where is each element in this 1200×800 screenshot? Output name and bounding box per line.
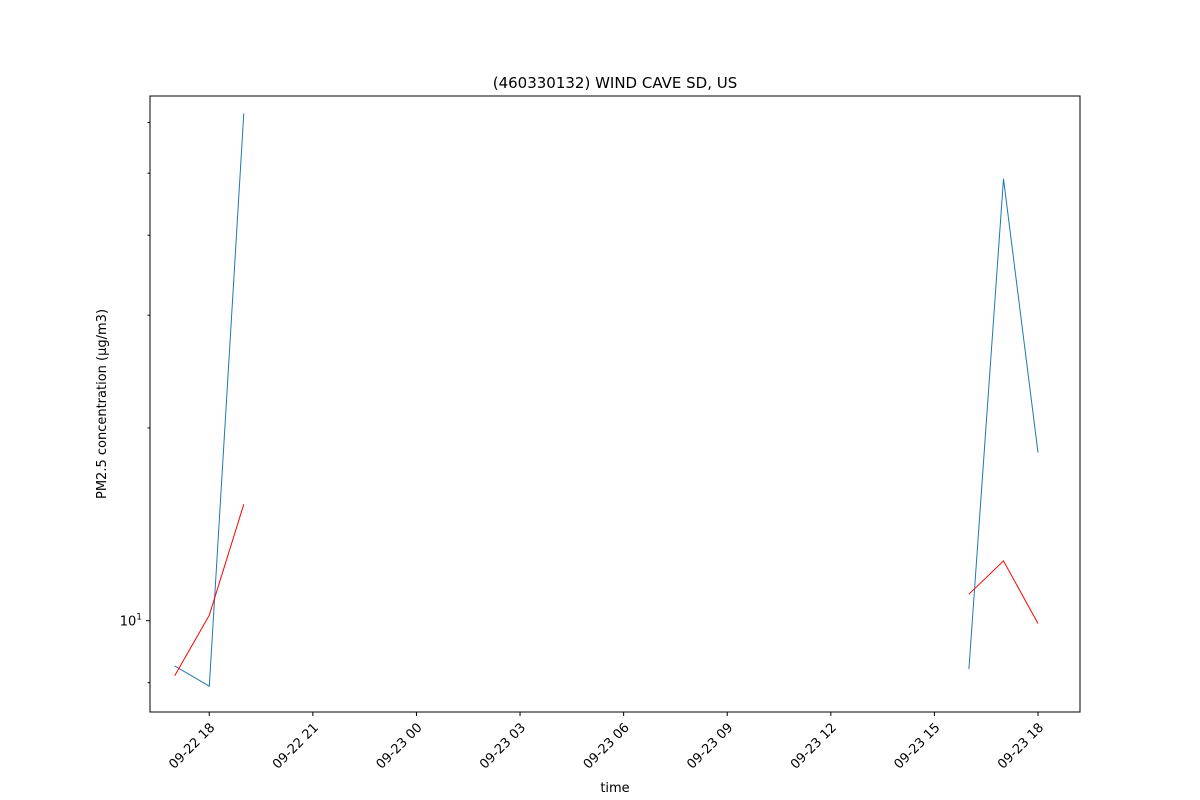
y-axis-label: PM2.5 concentration (µg/m3) [95, 309, 110, 499]
y-axis: 101 [120, 121, 150, 684]
series-1-segment-0 [174, 504, 245, 677]
x-tick-label: 09-23 18 [995, 720, 1047, 772]
series-0-segment-0 [174, 113, 245, 688]
chart-title: (460330132) WIND CAVE SD, US [493, 74, 738, 92]
x-tick-label: 09-23 09 [684, 720, 736, 772]
y-tick-label: 101 [120, 613, 142, 630]
plot-frame [149, 95, 1081, 713]
series-1-segment-1 [968, 560, 1039, 624]
x-tick-label: 09-23 06 [581, 720, 633, 772]
x-tick-label: 09-22 18 [166, 720, 218, 772]
x-axis-label: time [600, 781, 629, 796]
x-tick-label: 09-23 03 [477, 720, 529, 772]
x-axis: 09-22 18 09-22 21 09-23 00 09-23 03 09-23 06… [166, 712, 1047, 772]
series-0-segment-1 [968, 178, 1039, 670]
x-tick-label: 09-23 12 [788, 720, 840, 772]
x-tick-label: 09-23 15 [892, 720, 944, 772]
x-tick-label: 09-22 21 [270, 720, 322, 772]
plot-area [174, 113, 1039, 688]
x-tick-label: 09-23 00 [374, 720, 426, 772]
